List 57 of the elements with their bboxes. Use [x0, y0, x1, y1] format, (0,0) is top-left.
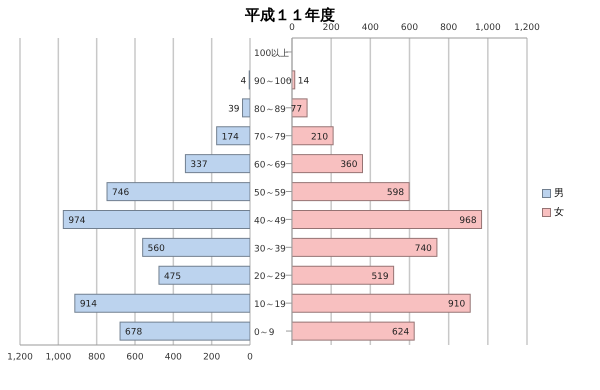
- legend-label: 男: [554, 187, 564, 200]
- y-tick-label: 0～9: [254, 328, 275, 338]
- x2-tick-label: 800: [440, 23, 458, 33]
- x2-tick-label: 400: [362, 23, 380, 33]
- x-tick-label: 1,200: [7, 352, 34, 362]
- data-label: 4: [240, 76, 246, 86]
- bar: [106, 182, 250, 202]
- data-label: 14: [298, 76, 310, 86]
- data-label: 968: [459, 216, 477, 226]
- bar: [242, 98, 250, 118]
- data-label: 560: [148, 244, 166, 254]
- bar: [142, 238, 250, 257]
- bar: [120, 322, 250, 341]
- data-label: 678: [125, 328, 142, 338]
- data-label: 337: [190, 160, 208, 170]
- y-tick-label: 10～19: [254, 300, 286, 310]
- data-label: 746: [112, 188, 130, 198]
- data-label: 598: [386, 188, 404, 198]
- bar: [158, 266, 250, 285]
- data-label: 914: [80, 300, 98, 310]
- text: 平成１１年度: [245, 6, 335, 24]
- legend-label: 女: [554, 206, 564, 219]
- x2-tick-label: 1,200: [514, 23, 540, 33]
- y-tick-label: 30～39: [254, 244, 286, 254]
- data-label: 77: [290, 104, 302, 114]
- y-tick-label: 50～59: [254, 188, 286, 198]
- data-label: 475: [164, 272, 182, 282]
- y-tick-label: 90～100: [254, 76, 292, 87]
- x2-tick-label: 1,000: [474, 23, 501, 33]
- bar: [62, 210, 250, 229]
- data-label: 210: [310, 132, 328, 142]
- x2-tick-label: 600: [400, 23, 418, 33]
- y-tick-label: 70～79: [254, 132, 286, 143]
- data-label: 39: [228, 104, 240, 114]
- bar: [184, 154, 250, 174]
- bar: [74, 294, 250, 313]
- x2-tick-label: 200: [322, 23, 340, 33]
- x-tick-label: 600: [126, 352, 144, 362]
- x-tick-label: 800: [88, 352, 106, 362]
- data-label: 910: [448, 300, 466, 310]
- y-tick-label: 40～49: [254, 216, 286, 226]
- y-tick-label: 20～29: [254, 272, 286, 282]
- data-label: 740: [414, 244, 432, 254]
- data-label: 519: [371, 272, 389, 282]
- y-tick-label: 100以上: [254, 48, 290, 59]
- x-tick-label: 200: [203, 352, 221, 362]
- y-tick-label: 60～69: [254, 160, 286, 171]
- bar: [216, 126, 250, 146]
- data-label: 174: [222, 132, 240, 142]
- data-label: 624: [392, 328, 410, 338]
- x-tick-label: 400: [164, 352, 182, 362]
- x2-tick-label: 0: [289, 23, 296, 33]
- data-label: 974: [68, 216, 86, 226]
- data-label: 360: [340, 160, 358, 170]
- x-tick-label: 1,000: [45, 352, 72, 362]
- x-tick-label: 0: [247, 352, 254, 362]
- y-tick-label: 80～89: [254, 104, 286, 115]
